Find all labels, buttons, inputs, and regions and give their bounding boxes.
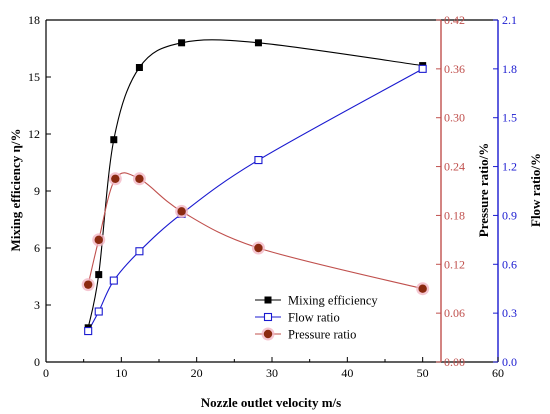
flow-ratio-point xyxy=(84,327,93,336)
y-left-tick-label: 3 xyxy=(34,298,40,312)
flow-ratio-point xyxy=(109,276,118,285)
flow-ratio-point xyxy=(135,247,144,256)
legend-pressure-ratio-marker xyxy=(263,329,273,339)
axis-titles: Nozzle outlet velocity m/s Mixing effici… xyxy=(8,129,543,410)
y-pressure-axis-title: Pressure ratio/% xyxy=(476,143,491,237)
y-flow-tick-label: 2.1 xyxy=(502,13,517,27)
y-pressure-tick-label: 0.30 xyxy=(444,111,465,125)
y-flow-tick-label: 1.2 xyxy=(502,160,517,174)
legend-mixing-efficiency-label: Mixing efficiency xyxy=(288,294,378,308)
x-tick-label: 30 xyxy=(266,366,278,380)
pressure-ratio-point xyxy=(135,174,144,183)
pressure-ratio-point xyxy=(111,174,120,183)
y-pressure-tick-label: 0.36 xyxy=(444,62,465,76)
legend-flow-ratio-label: Flow ratio xyxy=(288,311,340,325)
legend: Mixing efficiency Flow ratio Pressure rati… xyxy=(255,294,378,342)
pressure-ratio-point xyxy=(418,284,427,293)
x-tick-label: 0 xyxy=(43,366,49,380)
pressure-ratio-point xyxy=(83,280,93,289)
pressure-ratio-point xyxy=(177,207,186,216)
x-tick-label: 10 xyxy=(115,366,127,380)
y-left-tick-label: 15 xyxy=(28,70,40,84)
legend-pressure-ratio-label: Pressure ratio xyxy=(288,328,356,342)
y-flow-tick-label: 1.5 xyxy=(502,111,517,125)
pressure-ratio-line xyxy=(87,172,423,290)
mixing-efficiency-point xyxy=(135,64,143,71)
y-flow-tick-label: 1.8 xyxy=(502,62,517,76)
y-left-axis-title: Mixing efficiency η/% xyxy=(8,129,23,252)
y-flow-tick-label: 0.0 xyxy=(502,355,517,369)
flow-ratio-point xyxy=(418,64,427,73)
x-tick-label: 40 xyxy=(341,366,353,380)
y-flow-tick-label: 0.3 xyxy=(502,306,517,320)
legend-mixing-efficiency-marker xyxy=(264,296,272,304)
y-left-tick-label: 18 xyxy=(28,13,40,27)
series-curves xyxy=(87,39,423,332)
y-pressure-tick-label: 0.06 xyxy=(444,306,465,320)
y-flow-tick-label: 0.9 xyxy=(502,208,517,222)
y-pressure-tick-label: 0.24 xyxy=(444,160,465,174)
y-flow-tick-label: 0.6 xyxy=(502,257,517,271)
y-flow-axis-title: Flow ratio/% xyxy=(528,153,543,227)
x-tick-label: 20 xyxy=(191,366,203,380)
legend-flow-ratio-marker xyxy=(263,312,273,322)
y-pressure-tick-label: 0.00 xyxy=(444,355,465,369)
y-pressure-tick-label: 0.18 xyxy=(444,208,465,222)
mixing-efficiency-point xyxy=(254,39,262,47)
y-pressure-tick-label: 0.12 xyxy=(444,257,465,271)
y-pressure-tick-label: 0.42 xyxy=(444,13,465,27)
x-tick-label: 50 xyxy=(417,366,429,380)
x-axis-title: Nozzle outlet velocity m/s xyxy=(201,395,341,410)
mixing-efficiency-point xyxy=(178,39,186,47)
flow-ratio-line xyxy=(87,68,423,332)
y-left-tick-label: 12 xyxy=(28,127,40,141)
flow-ratio-point xyxy=(94,307,103,316)
mixing-efficiency-point xyxy=(95,271,103,279)
y-left-tick-label: 0 xyxy=(34,355,40,369)
axes: 0 10 20 30 40 50 60 0 3 6 9 12 15 18 0.00 0.06 0.12 0.18 0… xyxy=(28,13,517,380)
y-left-tick-label: 9 xyxy=(34,184,40,198)
pressure-ratio-point xyxy=(94,235,103,245)
series-markers xyxy=(81,39,430,336)
y-left-tick-label: 6 xyxy=(34,241,40,255)
mixing-efficiency-point xyxy=(110,136,118,144)
pressure-ratio-point xyxy=(254,243,263,253)
flow-ratio-point xyxy=(254,156,263,165)
x-tick-label: 60 xyxy=(492,366,504,380)
